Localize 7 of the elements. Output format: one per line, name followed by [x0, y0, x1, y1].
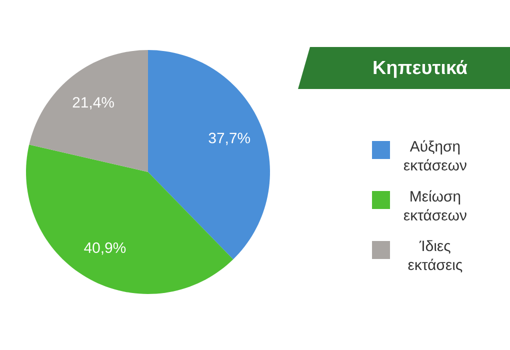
legend-label: Μείωση εκτάσεων [404, 190, 466, 221]
data-label: 37,7% [208, 132, 250, 146]
data-label: 21,4% [72, 97, 114, 110]
legend-label: Αύξηση εκτάσεων [404, 140, 466, 171]
legend-label: Ίδιες εκτάσεις [408, 240, 462, 273]
text: Κηπευτικά [374, 60, 468, 78]
data-label: 40,9% [84, 242, 126, 255]
